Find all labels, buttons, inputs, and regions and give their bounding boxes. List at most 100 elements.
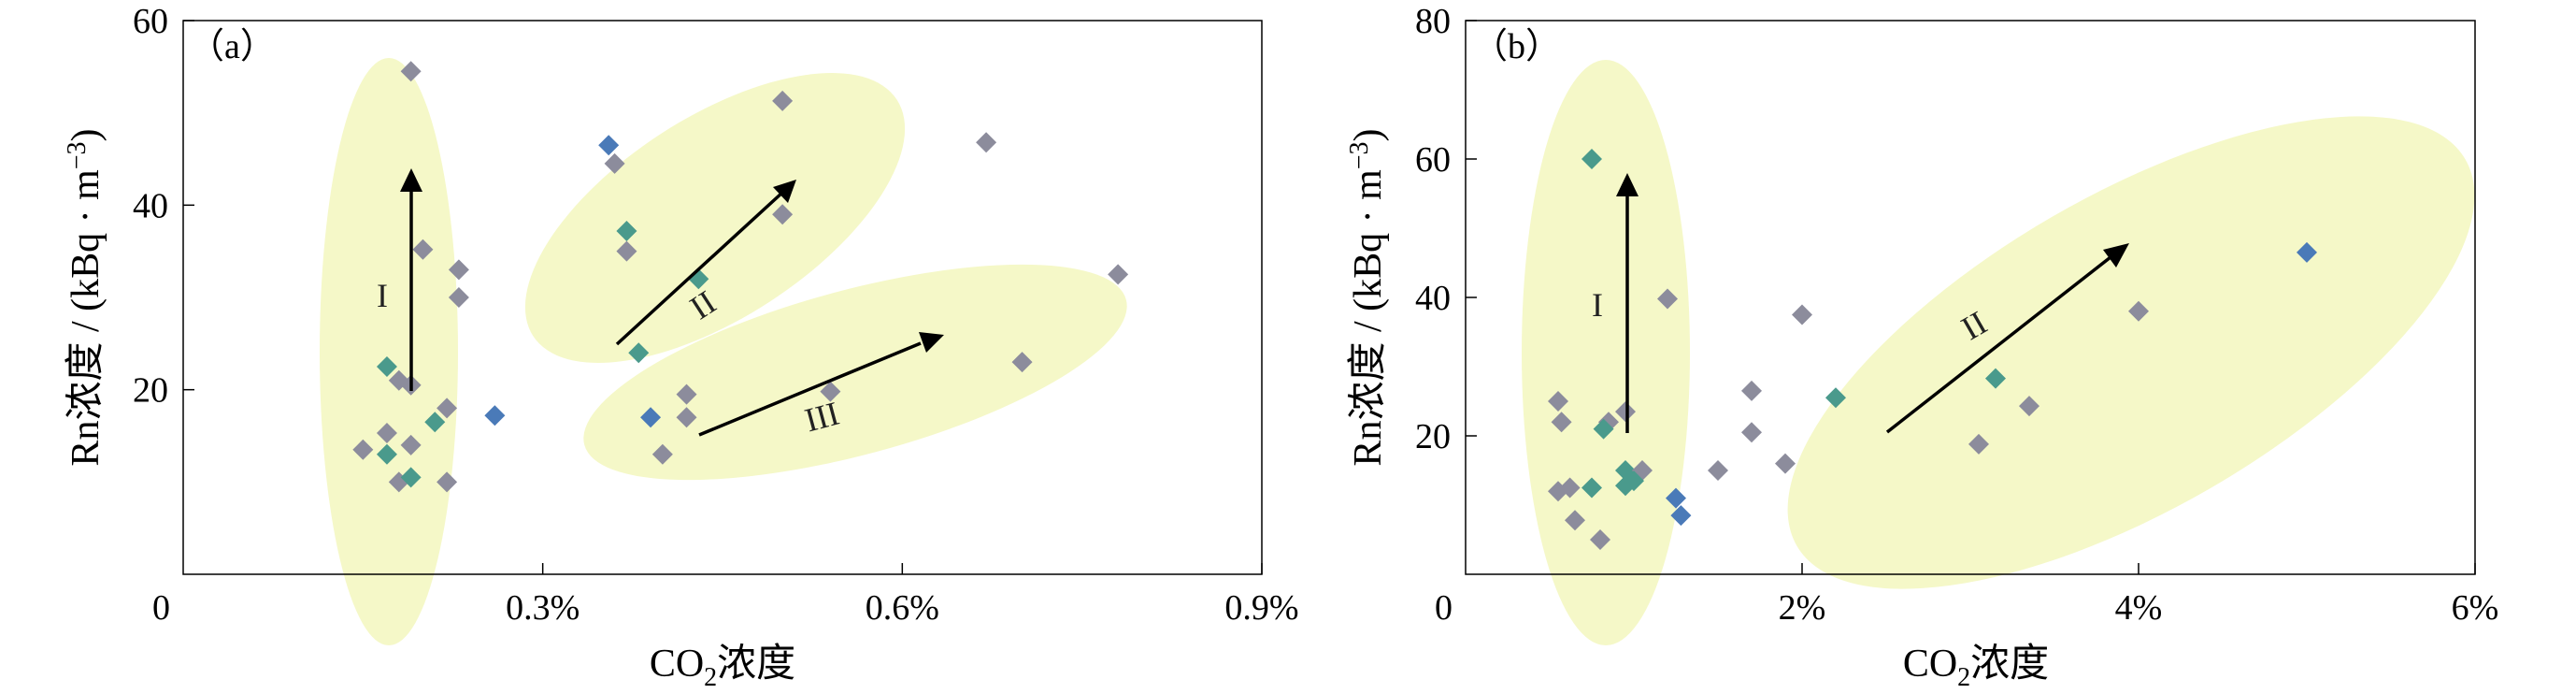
data-point: [1985, 368, 2006, 389]
points-a: [352, 61, 1129, 493]
data-point: [598, 135, 620, 156]
group-ellipses-b: [1522, 60, 2475, 645]
y-tick-label: 40: [1415, 279, 1451, 318]
data-point: [424, 412, 446, 433]
x-axis-title-b: CO2浓度: [1903, 643, 2049, 692]
data-point: [448, 259, 469, 281]
y-axis-title-a-superscript: −3: [63, 141, 92, 169]
data-point: [400, 61, 422, 82]
data-point: [2128, 300, 2149, 322]
data-point: [651, 443, 673, 465]
data-point: [604, 152, 625, 174]
panel-label-b: （b）: [1472, 27, 1561, 66]
trend-arrow-ii: [615, 190, 785, 346]
y-tick-label: 20: [133, 371, 168, 411]
data-point: [448, 287, 469, 308]
data-point: [412, 239, 434, 260]
plot-area-a: [182, 20, 1263, 575]
data-point: [1581, 477, 1602, 499]
data-point: [616, 220, 637, 241]
data-point: [1011, 352, 1033, 373]
trend-arrows-a: [400, 168, 944, 437]
data-point: [376, 356, 397, 377]
y-tick-label: 60: [1415, 140, 1451, 180]
y-tick-label: 60: [133, 2, 168, 41]
y-axis-title-b: Rn浓度 / (kBq · m−3): [1345, 128, 1390, 466]
ticks-b: 0 2% 4% 6% 20 40 60 80: [1415, 2, 2498, 628]
y-tick-label: 20: [1415, 417, 1451, 456]
data-point: [1548, 391, 1568, 412]
data-point: [1565, 510, 1585, 531]
data-point: [1615, 475, 1636, 497]
y-axis-title-a: Rn浓度 / (kBq · m−3): [63, 128, 107, 466]
data-point: [772, 204, 794, 225]
data-point: [2297, 241, 2317, 263]
x-axis-title-b-subscript: 2: [1957, 663, 1970, 692]
group-i-ellipse: [1522, 60, 1690, 645]
group-ellipses-a: [320, 58, 1127, 645]
data-point: [1593, 418, 1614, 440]
group-i-ellipse: [320, 58, 458, 645]
data-point: [628, 342, 650, 364]
data-point: [1581, 149, 1602, 169]
x-tick-label: 0: [152, 588, 170, 628]
ticks-a: 0 0.3% 0.6% 0.9% 20 40 60: [133, 2, 1299, 628]
group-ii-ellipse: [1787, 116, 2475, 589]
data-point: [400, 434, 422, 455]
x-tick-label: 0.3%: [506, 588, 580, 628]
x-tick-label: 0.6%: [866, 588, 939, 628]
data-point: [1708, 460, 1728, 481]
trend-arrow-i-head: [400, 168, 422, 192]
trend-arrow-ii-head: [2103, 243, 2129, 267]
data-point: [820, 381, 841, 402]
x-tick-label: 0: [1435, 588, 1453, 628]
group-label-i: I: [377, 277, 388, 314]
data-point: [1666, 487, 1686, 509]
data-point: [376, 423, 397, 444]
data-point: [436, 398, 458, 419]
y-tick-label: 80: [1415, 2, 1451, 41]
trend-arrow-iii: [698, 341, 922, 437]
data-point: [352, 439, 374, 460]
data-point: [1657, 288, 1678, 310]
data-point: [1590, 529, 1610, 550]
trend-arrow-ii-head: [773, 180, 796, 203]
data-point: [772, 90, 794, 111]
data-point: [1968, 433, 1989, 455]
x-tick-label: 2%: [1779, 588, 1826, 628]
data-point: [1615, 401, 1636, 423]
data-point: [400, 467, 422, 488]
y-axis-title-b-rest: ): [1347, 128, 1390, 141]
group-ii-ellipse: [524, 73, 906, 363]
panel-label-a: （a）: [189, 27, 276, 66]
data-point: [976, 132, 997, 153]
data-point: [484, 405, 506, 427]
trend-arrows-b: [1616, 173, 2129, 434]
x-axis-title-a-rest: 浓度: [717, 643, 795, 686]
data-point: [2019, 396, 2039, 417]
x-tick-label: 0.9%: [1224, 588, 1298, 628]
data-point: [1825, 387, 1846, 409]
data-point: [1551, 412, 1572, 433]
data-point: [1775, 453, 1796, 474]
y-axis-title-b-superscript: −3: [1345, 141, 1374, 169]
trend-arrow-ii: [1885, 255, 2112, 434]
y-tick-label: 40: [133, 186, 168, 225]
x-axis-title-a-subscript: 2: [704, 663, 717, 692]
data-point: [376, 443, 397, 465]
points-b: [1548, 149, 2317, 550]
trend-arrow-iii-head: [919, 332, 944, 353]
data-point: [1741, 380, 1762, 401]
data-point: [1792, 304, 1812, 325]
x-axis-title-a: CO2浓度: [650, 643, 795, 692]
x-tick-label: 6%: [2452, 588, 2499, 628]
data-point: [616, 240, 637, 262]
y-axis-title-a-rest: ): [64, 128, 107, 141]
data-point: [676, 407, 697, 428]
data-point: [1559, 477, 1581, 499]
plot-frame-a: [182, 20, 1263, 575]
data-point: [1108, 264, 1129, 285]
